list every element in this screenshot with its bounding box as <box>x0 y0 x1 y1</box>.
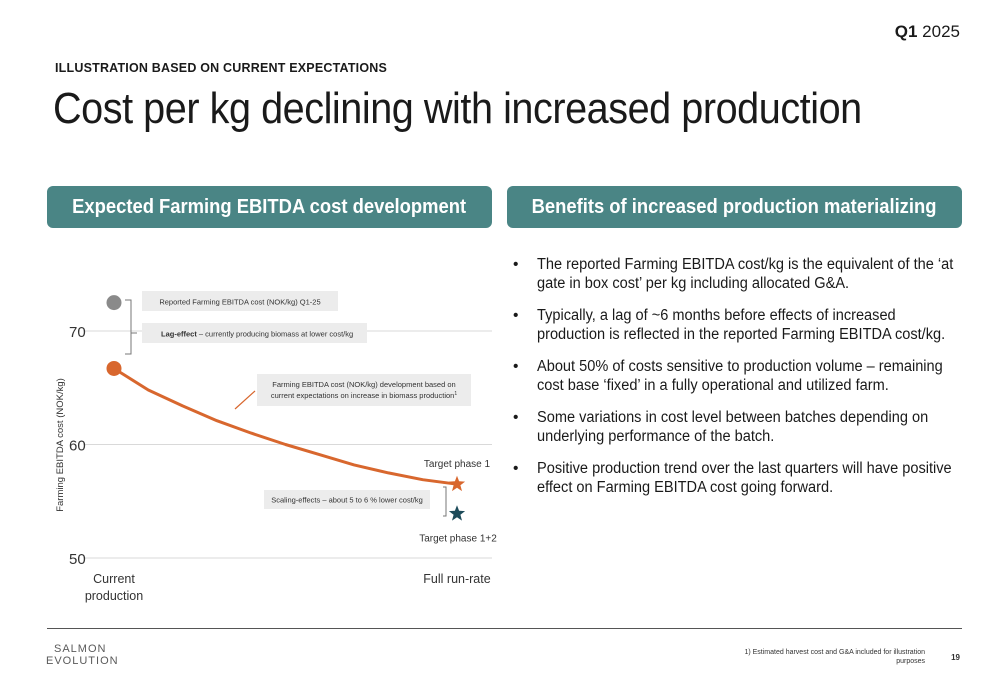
y-tick-label: 50 <box>69 551 86 568</box>
cost-chart: Farming EBITDA cost (NOK/kg) 50 60 70 Repo… <box>55 291 497 603</box>
scaling-bracket <box>443 486 447 517</box>
footer-divider <box>47 628 962 629</box>
benefits-panel-heading: Benefits of increased production materia… <box>507 186 962 228</box>
development-annotation-text: current expectations on increase in biom… <box>271 391 454 400</box>
lag-annotation-bold: Lag-effect <box>161 330 197 339</box>
target-phase1-label: Target phase 1 <box>424 459 491 470</box>
target-phase1-star <box>448 475 466 492</box>
eyebrow-label: ILLUSTRATION BASED ON CURRENT EXPECTATIO… <box>55 61 388 75</box>
annotation-box <box>257 374 471 406</box>
footnote-marker: 1 <box>454 391 457 397</box>
annotation-box <box>142 291 338 311</box>
benefit-item: The reported Farming EBITDA cost/kg is t… <box>510 255 960 293</box>
x-tick-current: Current <box>93 572 135 586</box>
target-phase12-star <box>448 505 466 521</box>
benefit-item: Typically, a lag of ~6 months before eff… <box>510 306 960 344</box>
scaling-annotation: Scaling-effects – about 5 to 6 % lower c… <box>271 496 423 505</box>
y-axis-label: Farming EBITDA cost (NOK/kg) <box>55 378 66 512</box>
chart-panel-heading: Expected Farming EBITDA cost development <box>47 186 492 228</box>
x-tick-full-run-rate: Full run-rate <box>423 572 490 586</box>
reported-cost-point <box>106 295 122 311</box>
development-annotation-line1: Farming EBITDA cost (NOK/kg) development… <box>272 380 455 389</box>
reported-annotation: Reported Farming EBITDA cost (NOK/kg) Q1… <box>159 298 320 307</box>
y-tick-label: 70 <box>69 324 86 341</box>
benefit-item: Some variations in cost level between ba… <box>510 408 960 446</box>
lag-annotation-text: – currently producing biomass at lower c… <box>197 330 353 339</box>
benefit-item: About 50% of costs sensitive to producti… <box>510 357 960 395</box>
development-annotation-line2: current expectations on increase in biom… <box>271 391 457 400</box>
target-phase12-label: Target phase 1+2 <box>419 534 497 545</box>
lag-annotation: Lag-effect – currently producing biomass… <box>161 330 353 339</box>
development-leader-line <box>234 390 256 410</box>
current-cost-point <box>106 360 122 376</box>
company-logo: SALMON EVOLUTION <box>46 643 119 667</box>
annotation-box <box>264 490 430 509</box>
page-number: 19 <box>951 653 960 662</box>
benefits-list: The reported Farming EBITDA cost/kg is t… <box>510 255 960 510</box>
y-tick-label: 60 <box>69 438 86 455</box>
page-title: Cost per kg declining with increased pro… <box>53 84 862 133</box>
annotation-box <box>142 323 367 343</box>
quarter-label: Q1 2025 <box>894 22 960 41</box>
lag-bracket <box>125 299 132 355</box>
footnote: 1) Estimated harvest cost and G&A includ… <box>744 649 925 665</box>
cost-development-line <box>113 367 458 486</box>
x-tick-production: production <box>85 589 143 603</box>
benefit-item: Positive production trend over the last … <box>510 459 960 497</box>
